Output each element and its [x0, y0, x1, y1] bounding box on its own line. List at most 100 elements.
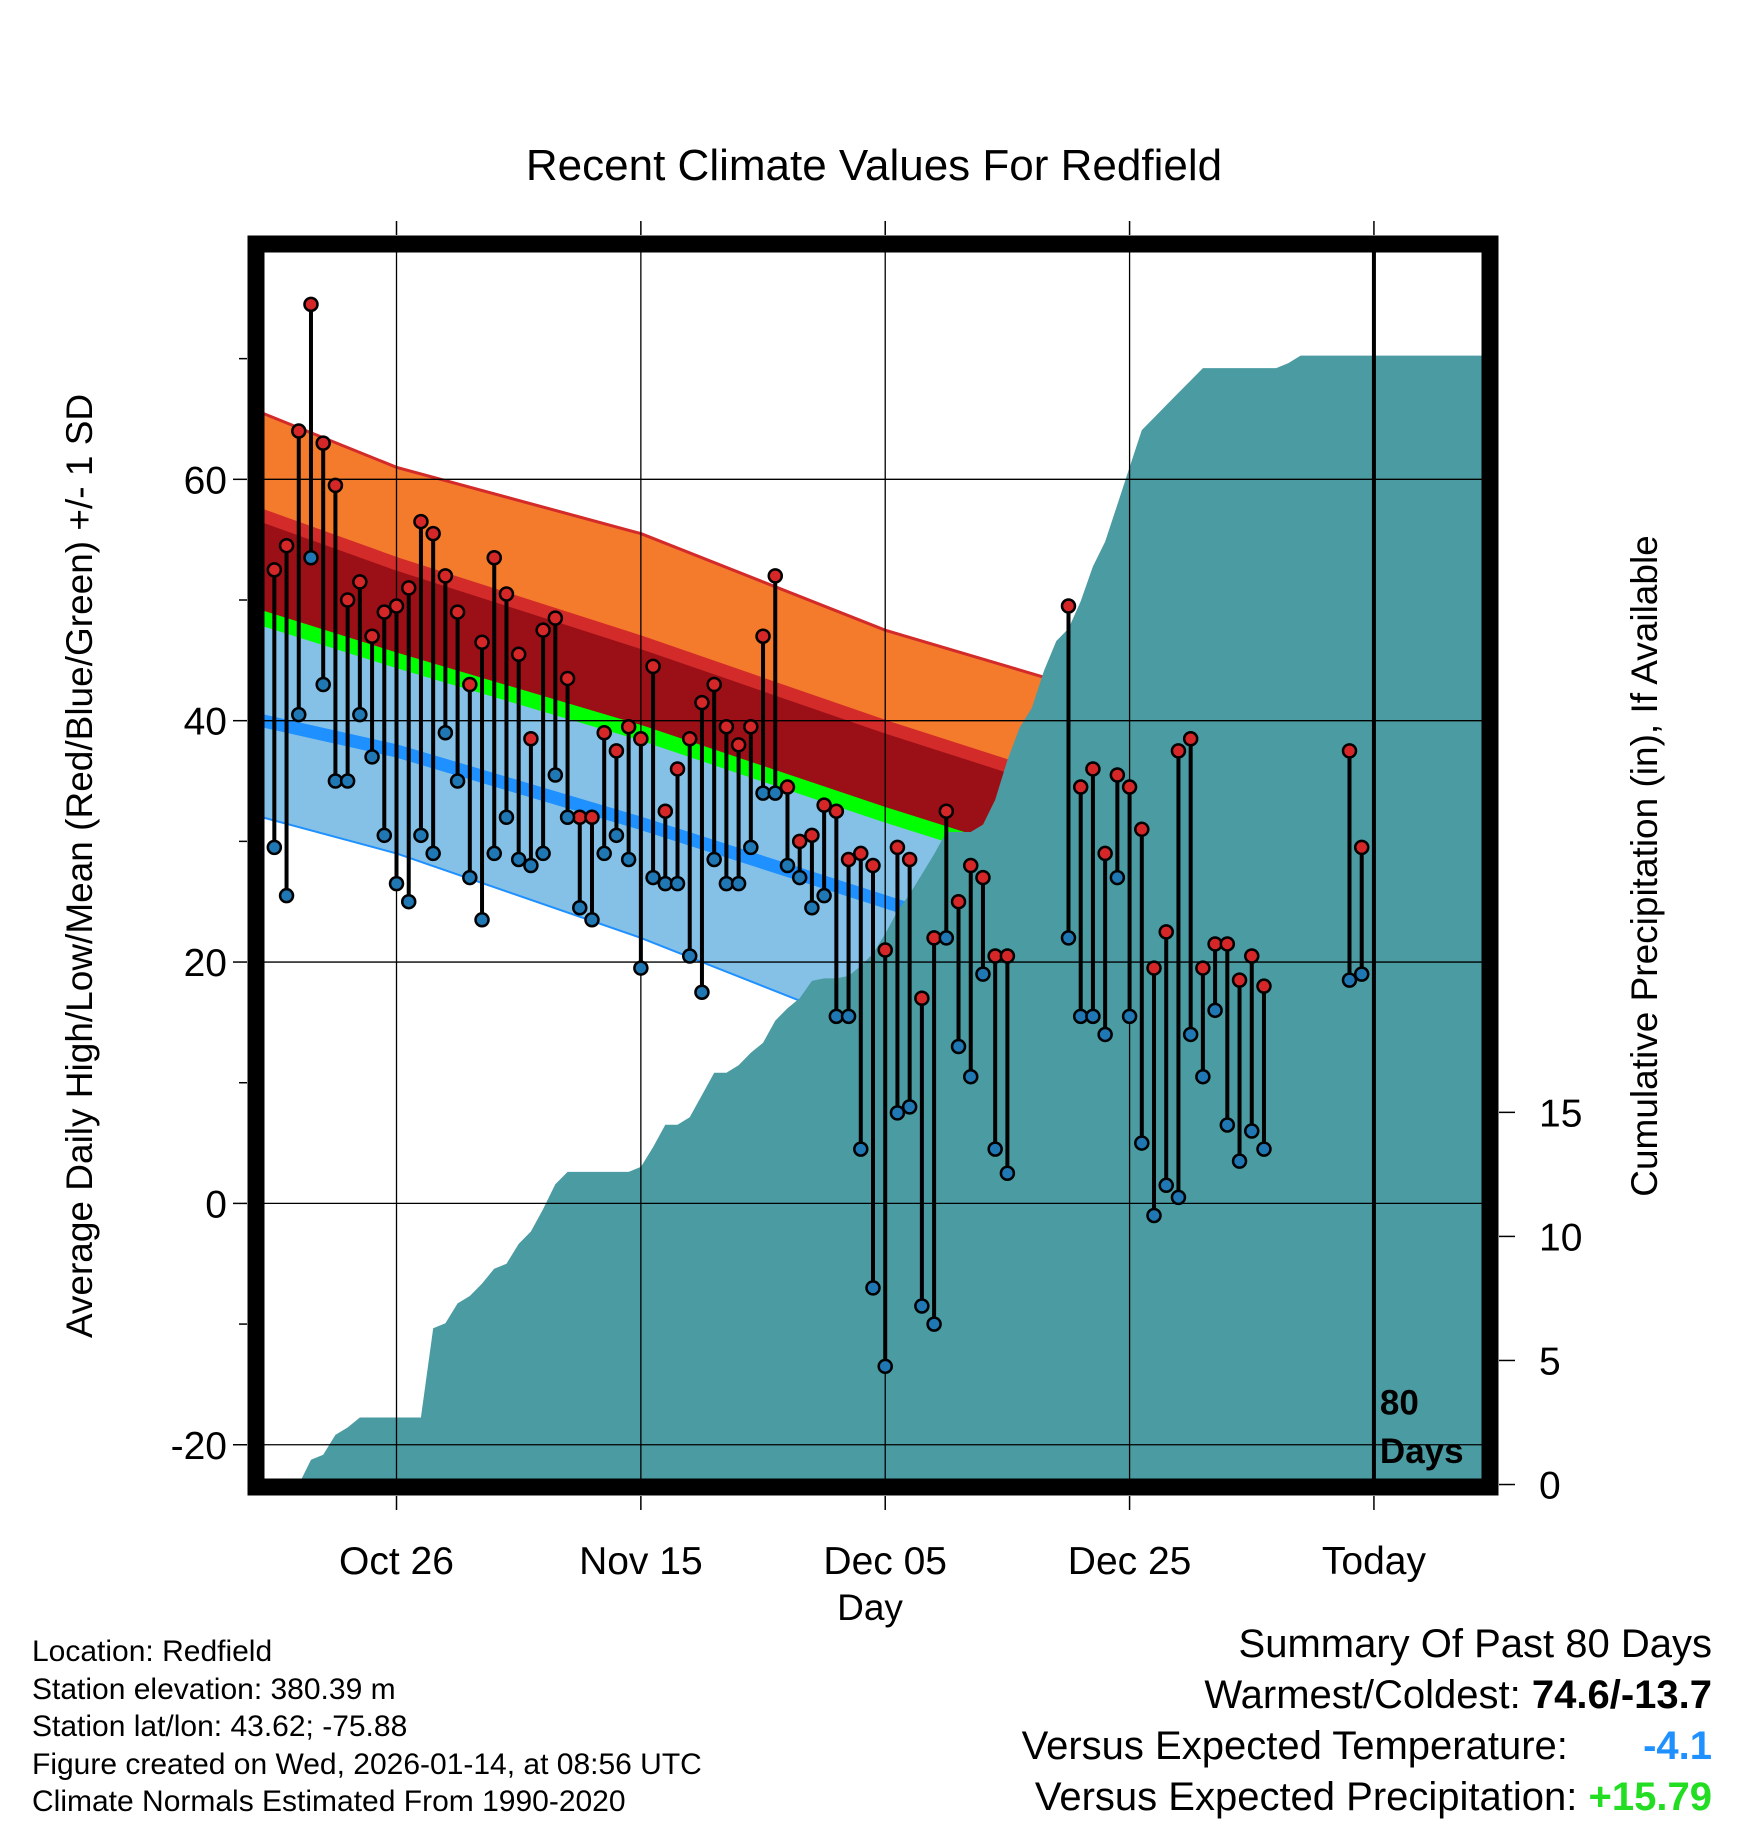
daily-low-point [877, 1358, 893, 1375]
daily-high-point [400, 580, 417, 596]
daily-low-point [559, 809, 576, 825]
daily-high-point [804, 827, 820, 844]
daily-low-point [743, 839, 759, 856]
summary-title: Summary Of Past 80 Days [1238, 1622, 1712, 1666]
daily-high-point [938, 803, 955, 819]
warmest-coldest-row: Warmest/Coldest: 74.6/-13.7 [1022, 1670, 1712, 1721]
daily-high-point [828, 803, 845, 819]
daily-high-point [1219, 936, 1236, 952]
daily-high-point [620, 718, 637, 735]
daily-low-point [364, 749, 380, 765]
daily-high-point [743, 718, 759, 735]
daily-low-point [681, 948, 698, 964]
plot-area: 80 Days -20 0 20 40 60 Oct 26 Nov 15 Dec 05 Dec 25… [171, 221, 1582, 1583]
daily-high-point [1244, 948, 1260, 964]
daily-high-point [437, 568, 454, 584]
daily-low-point [303, 550, 319, 566]
daily-high-point [730, 737, 747, 753]
daily-low-point [1182, 1026, 1199, 1043]
daily-low-point [596, 845, 612, 862]
daily-high-point [865, 857, 881, 874]
daily-high-point [1121, 779, 1138, 795]
daily-low-point [486, 845, 502, 862]
daily-high-point [376, 604, 393, 620]
daily-high-point [853, 845, 869, 862]
daily-low-point [1158, 1177, 1174, 1194]
daily-low-point [865, 1280, 881, 1296]
daily-low-point [1231, 1153, 1248, 1169]
daily-low-point [620, 851, 637, 868]
daily-high-point [950, 893, 967, 910]
daily-low-point [1195, 1068, 1211, 1085]
daily-low-point [352, 706, 368, 723]
daily-low-point [315, 676, 331, 693]
daily-high-point [999, 948, 1016, 964]
days-unit-label: Days [1380, 1432, 1464, 1471]
y-tick-label: 20 [184, 942, 227, 985]
daily-low-point [547, 767, 564, 783]
y-axis-label: Average Daily High/Low/Mean (Red/Blue/Gr… [59, 394, 100, 1338]
daily-low-point [1353, 966, 1370, 982]
daily-high-point [315, 435, 331, 451]
daily-high-point [486, 550, 502, 566]
daily-high-point [608, 743, 625, 759]
y-tick-label: 60 [184, 459, 227, 502]
daily-high-point [962, 857, 979, 874]
daily-low-point [1097, 1026, 1113, 1043]
daily-low-point [523, 857, 539, 874]
daily-high-point [449, 604, 466, 620]
daily-low-point [1134, 1135, 1150, 1151]
location-text: Location: Redfield [32, 1635, 273, 1668]
daily-high-point [1072, 779, 1089, 795]
daily-low-point [388, 875, 405, 892]
daily-low-point [804, 899, 820, 916]
daily-low-point [425, 845, 441, 862]
daily-high-point [975, 869, 991, 886]
daily-low-point [413, 827, 429, 844]
x-tick-label: Today [1322, 1540, 1427, 1583]
daily-high-point [1231, 972, 1248, 988]
daily-high-point [1109, 767, 1126, 783]
daily-low-point [1244, 1123, 1260, 1139]
daily-low-point [1146, 1207, 1162, 1224]
daily-high-point [791, 833, 808, 850]
daily-low-point [608, 827, 625, 844]
daily-high-point [535, 622, 551, 638]
daily-high-point [462, 676, 478, 693]
warmest-coldest-label: Warmest/Coldest: [1204, 1673, 1521, 1717]
daily-low-point [462, 869, 478, 886]
x-tick-label: Oct 26 [339, 1540, 454, 1583]
daily-high-point [1341, 743, 1358, 759]
daily-low-point [914, 1298, 930, 1314]
y2-axis-label: Cumulative Precipitation (in), If Availa… [1624, 535, 1665, 1197]
daily-high-point [474, 634, 490, 650]
days-count-label: 80 [1380, 1384, 1419, 1423]
daily-high-point [498, 586, 515, 602]
daily-high-point [657, 803, 674, 819]
daily-low-point [572, 899, 588, 916]
daily-low-point [767, 785, 784, 801]
daily-high-point [1182, 731, 1199, 747]
daily-high-point [669, 761, 686, 777]
daily-low-point [400, 893, 417, 910]
daily-high-point [596, 725, 612, 741]
daily-low-point [926, 1316, 942, 1332]
plot-frame [247, 235, 1499, 1496]
daily-low-point [498, 809, 515, 825]
daily-low-point [291, 706, 307, 723]
daily-high-point [914, 990, 930, 1006]
temp-label: Versus Expected Temperature: [1021, 1724, 1568, 1768]
y-tick-label: 40 [184, 701, 227, 744]
y-tick-label: -20 [171, 1425, 227, 1468]
daily-low-point [1085, 1008, 1101, 1025]
daily-low-point [901, 1099, 918, 1115]
daily-low-point [266, 839, 283, 856]
daily-low-point [1219, 1117, 1236, 1133]
x-tick-label: Dec 05 [823, 1540, 947, 1583]
daily-low-point [1060, 930, 1077, 946]
daily-high-point [291, 423, 307, 439]
daily-high-point [767, 568, 784, 584]
y2-tick-label: 15 [1539, 1092, 1582, 1135]
daily-low-point [339, 773, 356, 789]
